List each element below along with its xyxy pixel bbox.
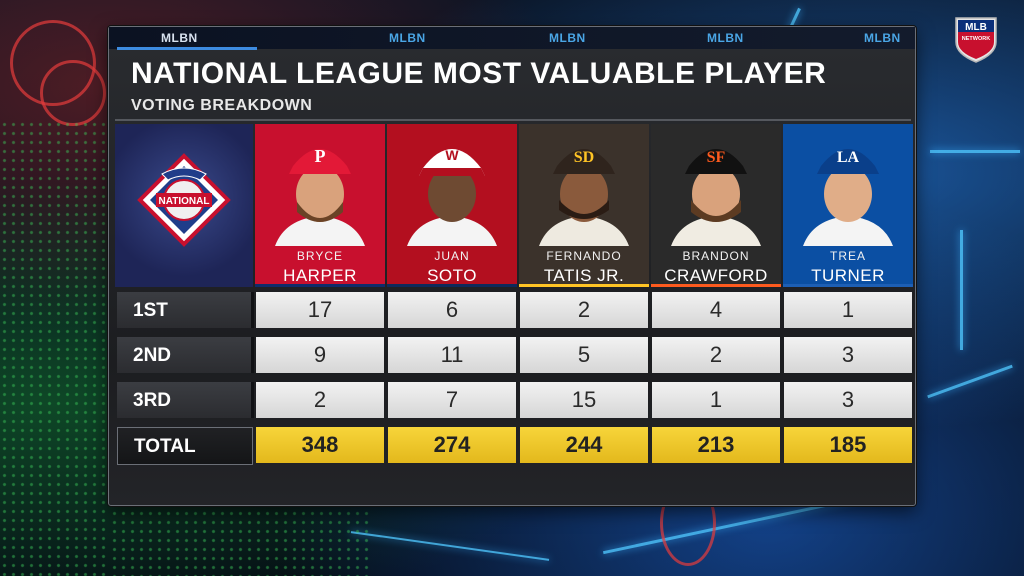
svg-text:LA: LA <box>837 149 860 166</box>
player-column-soto: W JUAN SOTO <box>387 124 517 287</box>
league-logo-box: NATIONAL <box>115 124 253 287</box>
player-last-name: HARPER <box>283 266 357 285</box>
player-last-name: TATIS JR. <box>543 266 625 285</box>
vote-cell: 11 <box>388 337 516 373</box>
player-first-name: FERNANDO <box>546 249 622 263</box>
player-column-crawford: SF BRANDON CRAWFORD <box>651 124 781 287</box>
player-last-name: TURNER <box>811 266 885 285</box>
mlbn-watermark: MLBN <box>707 31 744 45</box>
total-cell: 185 <box>784 427 912 463</box>
player-first-name: BRANDON <box>682 249 750 263</box>
team-stripe <box>783 284 913 287</box>
team-stripe <box>651 284 781 287</box>
player-first-name: JUAN <box>434 249 470 263</box>
vote-cell: 4 <box>652 292 780 328</box>
vote-cell: 3 <box>784 382 912 418</box>
svg-text:W: W <box>445 147 459 163</box>
vote-cell: 6 <box>388 292 516 328</box>
nameplate: BRYCE HARPER <box>255 246 385 287</box>
player-photo: P <box>255 124 385 246</box>
row-label-2nd: 2ND <box>117 337 254 373</box>
svg-text:NETWORK: NETWORK <box>962 36 990 42</box>
player-column-tatis: SD FERNANDO TATIS JR. <box>519 124 649 287</box>
vote-cell: 5 <box>520 337 648 373</box>
row-label-1st: 1ST <box>117 292 254 328</box>
svg-text:P: P <box>315 146 326 166</box>
league-logo-text: NATIONAL <box>159 196 210 207</box>
vote-cell: 2 <box>520 292 648 328</box>
watermark-underline <box>117 47 257 50</box>
total-cell: 348 <box>256 427 384 463</box>
nameplate: BRANDON CRAWFORD <box>651 246 781 287</box>
player-first-name: TREA <box>829 249 866 263</box>
player-first-name: BRYCE <box>296 249 344 263</box>
mlbn-watermark: MLBN <box>389 31 426 45</box>
nameplate: JUAN SOTO <box>387 246 517 287</box>
nameplate: FERNANDO TATIS JR. <box>519 246 649 287</box>
player-last-name: SOTO <box>427 266 477 285</box>
total-cell: 274 <box>388 427 516 463</box>
vote-cell: 15 <box>520 382 648 418</box>
page-subtitle: VOTING BREAKDOWN <box>131 97 313 114</box>
team-stripe <box>519 284 649 287</box>
player-column-harper: P BRYCE HARPER <box>255 124 385 287</box>
page-title: NATIONAL LEAGUE MOST VALUABLE PLAYER <box>131 57 827 90</box>
mlbn-watermark: MLBN <box>161 31 198 45</box>
player-photo: LA <box>783 124 913 246</box>
player-photo: SD <box>519 124 649 246</box>
player-column-turner: LA TREA TURNER <box>783 124 913 287</box>
player-last-name: CRAWFORD <box>664 266 768 285</box>
national-league-logo: NATIONAL <box>137 153 231 247</box>
vote-cell: 1 <box>784 292 912 328</box>
vote-cell: 3 <box>784 337 912 373</box>
player-photo: SF <box>651 124 781 246</box>
vote-cell: 1 <box>652 382 780 418</box>
vote-cell: 2 <box>652 337 780 373</box>
mlbn-watermark: MLBN <box>549 31 586 45</box>
divider <box>115 119 911 121</box>
vote-cell: 2 <box>256 382 384 418</box>
voting-panel: MLBN MLBN MLBN MLBN MLBN NATIONAL LEAGUE… <box>108 26 916 506</box>
vote-cell: 9 <box>256 337 384 373</box>
watermark-bar: MLBN MLBN MLBN MLBN MLBN <box>109 27 915 50</box>
total-cell: 244 <box>520 427 648 463</box>
row-label-total: TOTAL <box>117 427 253 465</box>
svg-text:SD: SD <box>574 149 594 166</box>
svg-text:SF: SF <box>707 149 726 166</box>
team-stripe <box>255 284 385 287</box>
nameplate: TREA TURNER <box>783 246 913 287</box>
row-label-3rd: 3RD <box>117 382 254 418</box>
team-stripe <box>387 284 517 287</box>
mlb-network-logo: MLB NETWORK <box>955 17 997 63</box>
total-cell: 213 <box>652 427 780 463</box>
vote-cell: 17 <box>256 292 384 328</box>
player-photo: W <box>387 124 517 246</box>
mlbn-watermark: MLBN <box>864 31 901 45</box>
vote-cell: 7 <box>388 382 516 418</box>
svg-text:MLB: MLB <box>965 22 987 33</box>
